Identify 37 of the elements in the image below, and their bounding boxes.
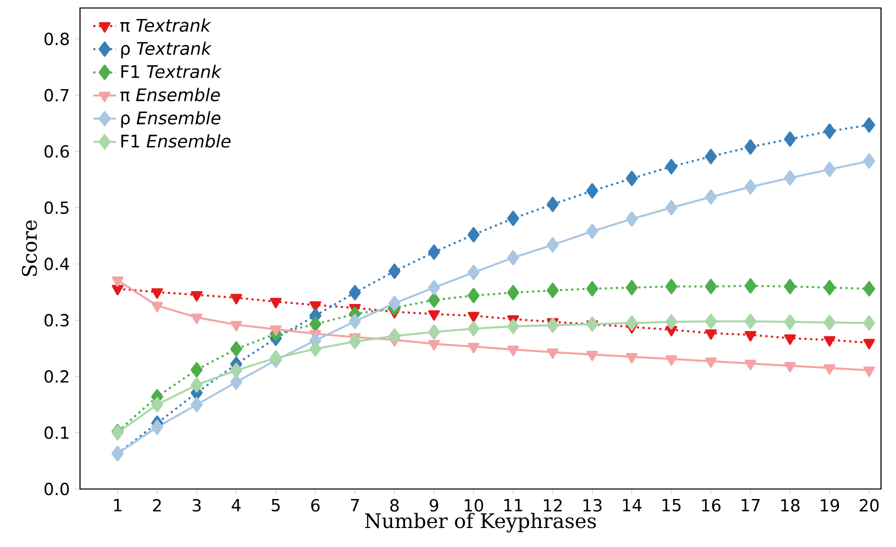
y-tick-label: 0.8 <box>44 32 69 46</box>
x-tick-label: 7 <box>350 499 359 512</box>
x-tick-label: 11 <box>504 499 522 512</box>
x-tick-label: 14 <box>623 499 642 512</box>
x-tick-label: 20 <box>860 499 879 512</box>
x-tick-label: 15 <box>662 499 680 512</box>
x-tick-label: 12 <box>544 499 562 512</box>
legend-label: ρ Ensemble <box>121 111 220 128</box>
y-tick-label: 0.7 <box>44 88 69 102</box>
legend-label: π Textrank <box>120 18 212 32</box>
y-tick-label: 0.3 <box>44 314 69 327</box>
x-tick-label: 9 <box>430 499 438 512</box>
legend-label: π Ensemble <box>120 88 220 102</box>
y-tick-label: 0.1 <box>44 426 68 440</box>
y-tick-label: 0.4 <box>44 258 70 270</box>
y-axis-title: Score <box>22 220 37 276</box>
y-tick-label: 0.0 <box>44 482 69 496</box>
x-tick-label: 17 <box>742 499 760 512</box>
x-tick-label: 4 <box>232 499 241 512</box>
y-tick-label: 0.6 <box>44 145 69 158</box>
x-tick-label: 5 <box>272 499 280 512</box>
x-tick-label: 13 <box>583 499 602 512</box>
x-tick-label: 8 <box>390 499 399 512</box>
y-tick-label: 0.2 <box>44 370 68 383</box>
x-tick-label: 1 <box>114 499 122 512</box>
x-tick-label: 16 <box>702 499 720 512</box>
x-tick-label: 18 <box>781 499 800 512</box>
y-tick-label: 0.5 <box>44 201 68 214</box>
x-tick-label: 6 <box>311 499 320 512</box>
legend-label: ρ Textrank <box>121 42 212 58</box>
x-tick-label: 2 <box>153 499 161 512</box>
legend-label: F1 Ensemble <box>121 134 230 148</box>
x-tick-label: 10 <box>464 499 484 512</box>
x-axis-title: Number of Keyphrases <box>365 512 596 532</box>
x-tick-label: 3 <box>192 499 201 512</box>
x-tick-label: 19 <box>820 499 840 512</box>
legend-label: F1 Textrank <box>121 64 222 78</box>
